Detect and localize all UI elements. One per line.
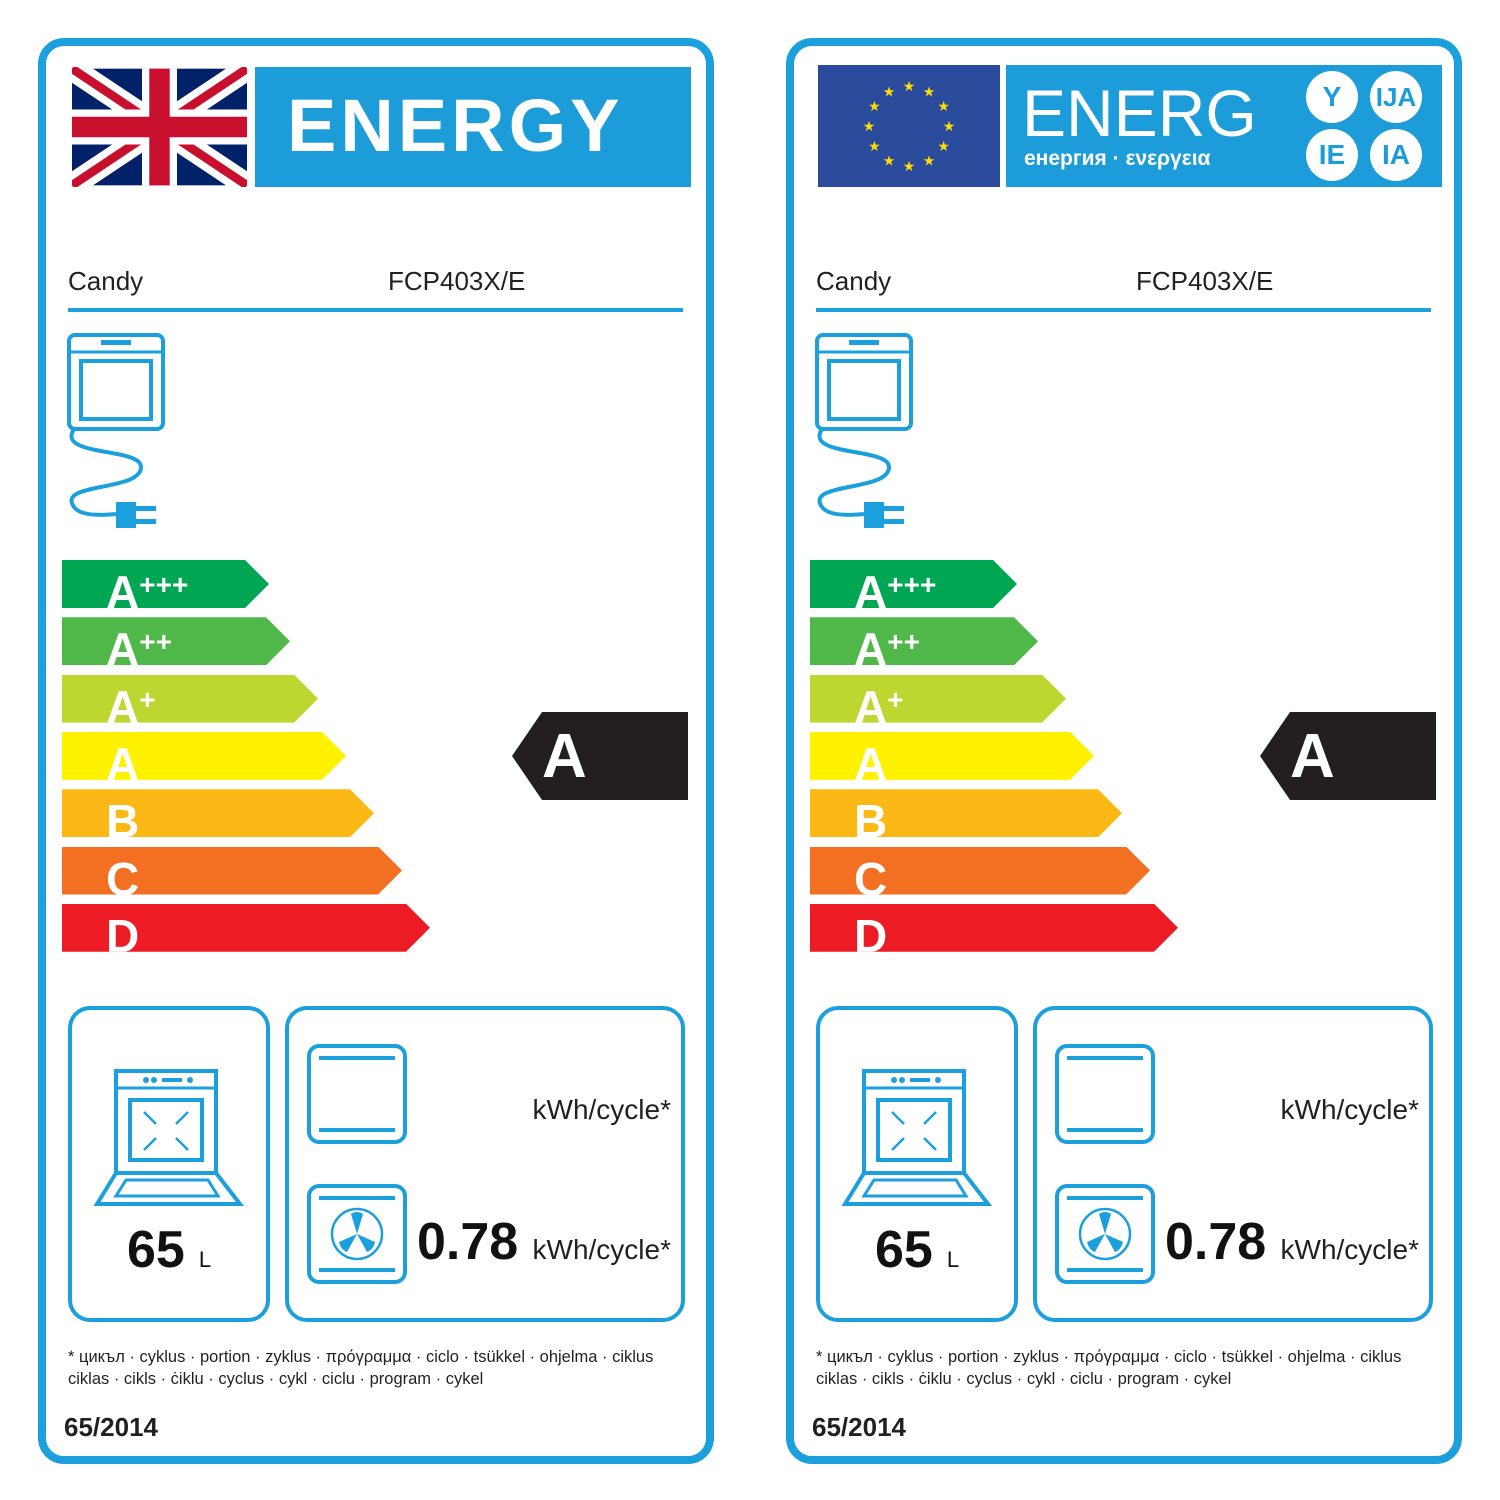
- language-suffix-badge: Y: [1306, 71, 1358, 123]
- fan-unit: kWh/cycle*: [1280, 1234, 1419, 1265]
- fan-unit: kWh/cycle*: [532, 1234, 671, 1265]
- efficiency-class-bar: C: [62, 847, 402, 895]
- model-identifier: FCP403X/E: [388, 266, 526, 296]
- class-plus: +: [139, 683, 156, 715]
- efficiency-class-bar: A+++: [62, 560, 269, 608]
- footnote: * цикъл · cyklus · portion · zyklus · πρ…: [816, 1346, 1436, 1390]
- svg-text:★: ★: [923, 153, 936, 169]
- footnote-line: ciklas · cikls · ċiklu · cyclus · cykl ·…: [816, 1370, 1232, 1388]
- electric-oven-icon: [814, 332, 924, 547]
- svg-text:★: ★: [863, 118, 876, 134]
- efficiency-class-bar: A: [810, 732, 1094, 780]
- class-plus: +++: [139, 569, 189, 600]
- efficiency-class-bar: A+++: [810, 560, 1017, 608]
- class-letter: C: [854, 852, 888, 905]
- language-suffix-badge: IA: [1370, 129, 1422, 181]
- fan-oven-icon: [307, 1184, 407, 1289]
- supplier-name: Candy: [816, 266, 892, 296]
- class-plus: +: [887, 683, 904, 715]
- class-plus: ++: [139, 626, 172, 658]
- footnote: * цикъл · cyklus · portion · zyklus · πρ…: [68, 1346, 688, 1390]
- class-letter: B: [106, 795, 140, 848]
- efficiency-class-bar: A: [62, 732, 346, 780]
- energy-consumption-box: kWh/cycle* 0.78 kWh/cycle*: [1033, 1006, 1433, 1322]
- conventional-oven-icon: [307, 1044, 407, 1149]
- energy-label: ENERGY Candy FCP403X/E A+++ A++ A+ A B C D A 6…: [38, 38, 714, 1464]
- class-letter: A: [854, 623, 888, 676]
- volume-box: 65 L: [816, 1006, 1018, 1322]
- svg-text:★: ★: [937, 138, 950, 154]
- volume-box: 65 L: [68, 1006, 270, 1322]
- class-letter: B: [854, 795, 888, 848]
- efficiency-class-bar: A++: [62, 617, 290, 665]
- regulation-number: 65/2014: [64, 1412, 158, 1442]
- class-letter: A: [106, 566, 140, 618]
- eu-flag-icon: ★ ★ ★ ★ ★ ★ ★ ★ ★ ★ ★ ★: [818, 65, 1000, 192]
- class-letter: A: [854, 680, 888, 733]
- svg-text:★: ★: [903, 158, 916, 174]
- fan-consumption-value: 0.78: [417, 1213, 519, 1271]
- class-plus: +++: [887, 569, 937, 600]
- class-letter: A: [106, 680, 140, 733]
- rating-arrow: A: [512, 712, 688, 800]
- rating-arrow: A: [1260, 712, 1436, 800]
- svg-text:★: ★: [883, 153, 896, 169]
- svg-text:★: ★: [868, 98, 881, 114]
- conventional-unit: kWh/cycle*: [532, 1094, 671, 1125]
- energy-consumption-box: kWh/cycle* 0.78 kWh/cycle*: [285, 1006, 685, 1322]
- volume-unit: L: [946, 1247, 960, 1272]
- efficiency-class-bar: A++: [810, 617, 1038, 665]
- svg-text:★: ★: [923, 83, 936, 99]
- footnote-line: ciklas · cikls · ċiklu · cyclus · cykl ·…: [68, 1370, 484, 1388]
- conventional-oven-icon: [1055, 1044, 1155, 1149]
- energy-title: ENERGY: [287, 84, 624, 167]
- oven-cavity-icon: [841, 1068, 993, 1213]
- electric-oven-icon: [66, 332, 176, 547]
- footnote-line: * цикъл · cyklus · portion · zyklus · πρ…: [68, 1348, 654, 1366]
- class-letter: A: [854, 566, 888, 618]
- fan-oven-icon: [1055, 1184, 1155, 1289]
- efficiency-class-bar: B: [810, 789, 1122, 837]
- efficiency-class-bar: B: [62, 789, 374, 837]
- efficiency-class-bar: D: [62, 904, 430, 952]
- svg-text:★: ★: [937, 98, 950, 114]
- efficiency-class-bar: A+: [62, 675, 318, 723]
- energy-subtitle: енергия · ενεργεια: [1024, 147, 1211, 170]
- union-jack-flag-icon: [65, 58, 254, 196]
- efficiency-class-bar: C: [810, 847, 1150, 895]
- oven-cavity-icon: [93, 1068, 245, 1213]
- volume-unit: L: [198, 1247, 212, 1272]
- efficiency-class-bar: D: [810, 904, 1178, 952]
- class-letter: A: [106, 623, 140, 676]
- energy-header: ENERG енергия · ενεργεια Y IJA IE IA: [1006, 65, 1442, 187]
- divider: [816, 308, 1431, 312]
- language-suffix-badge: IE: [1306, 129, 1358, 181]
- class-letter: D: [106, 909, 140, 962]
- svg-text:★: ★: [903, 78, 916, 94]
- divider: [68, 308, 683, 312]
- regulation-number: 65/2014: [812, 1412, 906, 1442]
- class-letter: A: [854, 737, 888, 790]
- energy-header: ENERGY: [255, 67, 691, 187]
- language-suffix-badge: IJA: [1370, 71, 1422, 123]
- supplier-name: Candy: [68, 266, 144, 296]
- footnote-line: * цикъл · cyklus · portion · zyklus · πρ…: [816, 1348, 1402, 1366]
- svg-text:★: ★: [943, 118, 956, 134]
- svg-text:★: ★: [883, 83, 896, 99]
- volume-value: 65: [875, 1221, 933, 1279]
- fan-consumption-value: 0.78: [1165, 1213, 1267, 1271]
- class-letter: A: [106, 737, 140, 790]
- class-letter: C: [106, 852, 140, 905]
- energy-title: ENERG: [1022, 76, 1257, 150]
- class-letter: D: [854, 909, 888, 962]
- svg-text:★: ★: [868, 138, 881, 154]
- class-plus: ++: [887, 626, 920, 658]
- conventional-unit: kWh/cycle*: [1280, 1094, 1419, 1125]
- efficiency-class-bar: A+: [810, 675, 1066, 723]
- model-identifier: FCP403X/E: [1136, 266, 1274, 296]
- volume-value: 65: [127, 1221, 185, 1279]
